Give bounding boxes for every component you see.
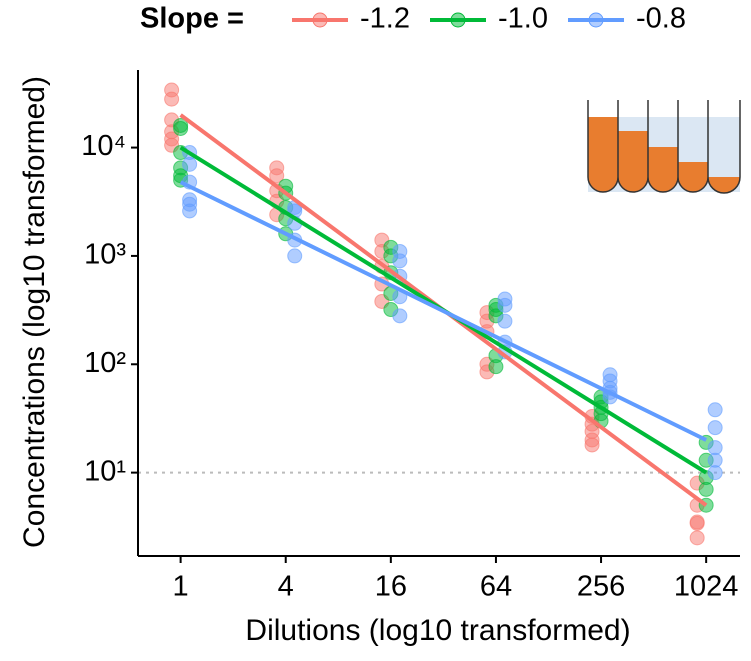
y-axis-title: Concentrations (log10 transformed) <box>18 76 51 548</box>
point <box>173 120 189 136</box>
point <box>497 297 513 313</box>
x-axis-title: Dilutions (log10 transformed) <box>245 614 630 647</box>
point <box>707 402 723 418</box>
legend-marker <box>588 12 604 28</box>
point <box>707 440 723 456</box>
point <box>707 420 723 436</box>
legend-label: -0.8 <box>636 3 686 35</box>
point <box>182 156 198 172</box>
x-tick-label: 256 <box>577 571 625 603</box>
fit-line <box>179 180 708 442</box>
point <box>182 203 198 219</box>
x-tick-label: 64 <box>480 571 512 603</box>
point <box>689 530 705 546</box>
y-tick-label: 10³ <box>84 239 126 271</box>
legend-marker <box>312 12 328 28</box>
x-tick-label: 16 <box>375 571 407 603</box>
legend-title: Slope = <box>140 3 244 35</box>
legend-label: -1.2 <box>360 3 410 35</box>
point <box>497 313 513 329</box>
point <box>164 91 180 107</box>
point <box>488 359 504 375</box>
x-tick-label: 1024 <box>674 571 739 603</box>
point <box>392 253 408 269</box>
point <box>698 481 714 497</box>
point <box>584 437 600 453</box>
point <box>287 248 303 264</box>
point <box>269 168 285 184</box>
legend-marker <box>450 12 466 28</box>
tubes-icon <box>587 100 741 194</box>
legend-label: -1.0 <box>498 3 548 35</box>
y-tick-label: 10² <box>84 347 126 379</box>
point <box>689 515 705 531</box>
x-tick-label: 1 <box>173 571 189 603</box>
y-tick-label: 10⁴ <box>81 130 126 162</box>
point <box>707 465 723 481</box>
y-tick-label: 10¹ <box>84 455 126 487</box>
x-tick-label: 4 <box>278 571 294 603</box>
point <box>392 308 408 324</box>
